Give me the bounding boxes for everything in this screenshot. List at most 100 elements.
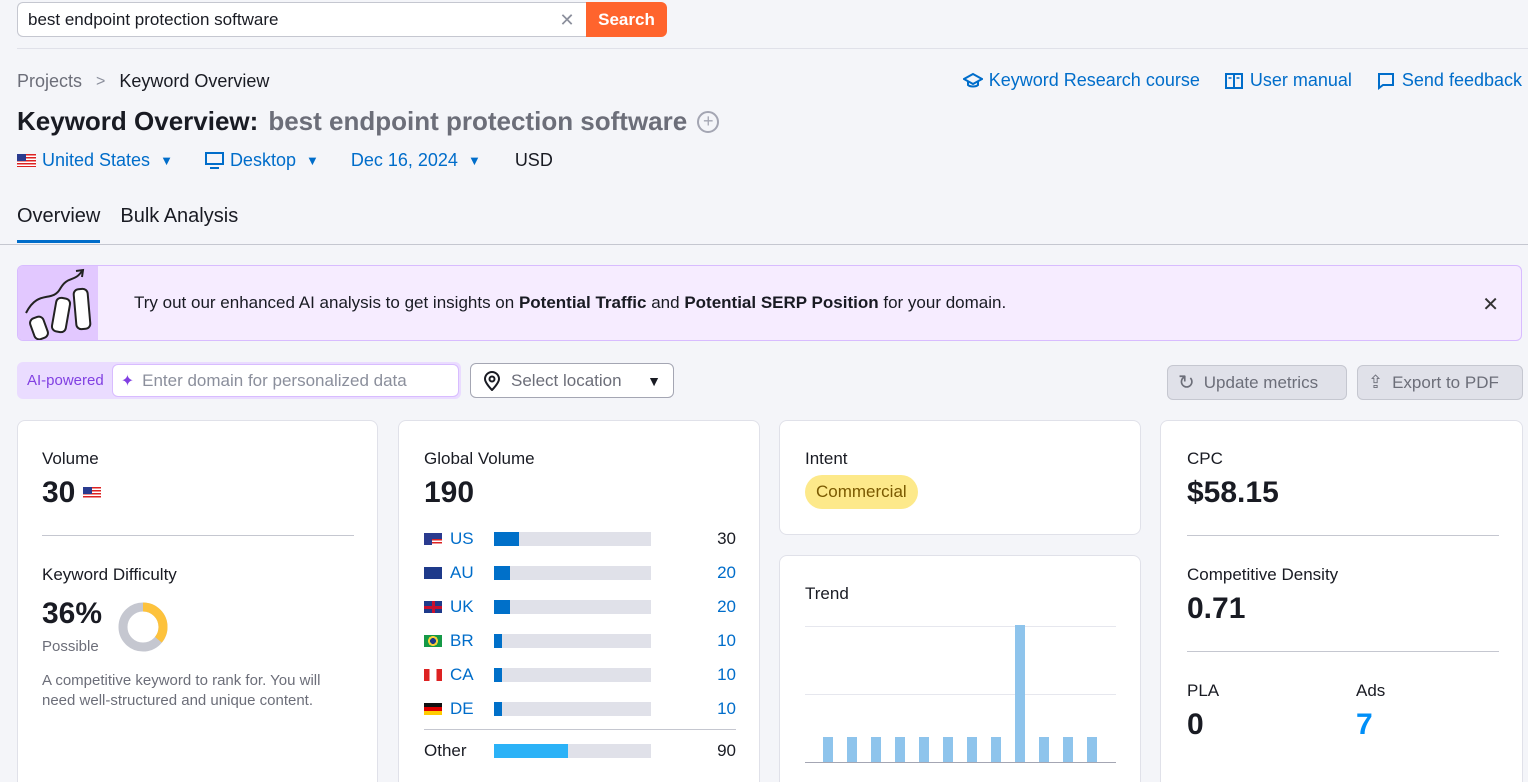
banner-text-part: and <box>651 293 680 312</box>
date-label: Dec 16, 2024 <box>350 150 458 170</box>
add-circle-icon[interactable]: + <box>697 110 720 133</box>
trend-bar[interactable] <box>967 737 977 762</box>
refresh-icon: ↻ <box>1178 372 1195 394</box>
domain-input[interactable] <box>142 370 458 391</box>
ads-value[interactable]: 7 <box>1356 708 1373 741</box>
country-link[interactable]: AU <box>450 563 474 582</box>
keyword-research-course-link[interactable]: Keyword Research course <box>962 70 1200 91</box>
country-bar <box>494 532 651 546</box>
other-label: Other <box>424 741 467 760</box>
other-bar-fill <box>494 744 568 758</box>
banner-bold-traffic: Potential Traffic <box>518 293 647 312</box>
domain-input-wrap: ✦ <box>111 364 459 397</box>
axis-line <box>805 762 1116 763</box>
country-link[interactable]: CA <box>450 665 474 684</box>
breadcrumb-current: Keyword Overview <box>119 71 270 91</box>
global-volume-label: Global Volume <box>424 449 535 468</box>
tab-overview[interactable]: Overview <box>17 205 101 243</box>
volume-value-row: 30 <box>42 476 102 510</box>
flag-icon <box>424 703 442 715</box>
trend-bar[interactable] <box>919 737 929 762</box>
gridline <box>805 694 1116 695</box>
top-links: Keyword Research course User manual Send… <box>962 70 1522 91</box>
course-label: Keyword Research course <box>988 70 1200 90</box>
trend-bar[interactable] <box>991 737 1001 762</box>
trend-card: Trend <box>779 555 1141 782</box>
trend-bar[interactable] <box>1087 737 1097 762</box>
user-manual-link[interactable]: User manual <box>1224 70 1352 91</box>
trend-bar[interactable] <box>1015 625 1025 762</box>
country-value[interactable]: 10 <box>717 699 736 718</box>
kd-value: 36% <box>42 597 103 630</box>
chevron-down-icon: ▼ <box>305 153 319 168</box>
country-row: CA 10 <box>424 665 736 685</box>
device-label: Desktop <box>229 150 296 170</box>
breadcrumb-projects[interactable]: Projects <box>17 71 83 91</box>
trend-bar[interactable] <box>823 737 833 762</box>
clear-icon[interactable]: ✕ <box>559 10 575 30</box>
country-value[interactable]: 20 <box>717 597 736 616</box>
banner-text-part: Try out our enhanced AI analysis to get … <box>134 293 515 312</box>
ads-label: Ads <box>1356 681 1386 700</box>
us-flag-icon <box>17 154 36 167</box>
search-input[interactable] <box>17 2 586 37</box>
country-link[interactable]: UK <box>450 597 474 616</box>
currency-label: USD <box>514 150 553 170</box>
global-volume-value: 190 <box>424 476 475 509</box>
country-bar-fill <box>494 634 503 648</box>
location-select[interactable]: Select location ▼ <box>470 363 674 398</box>
kd-level: Possible <box>42 638 99 655</box>
ai-domain-box: AI-powered ✦ <box>17 362 461 399</box>
search-button[interactable]: Search <box>586 2 667 37</box>
trend-bar[interactable] <box>871 737 881 762</box>
tab-bulk-analysis[interactable]: Bulk Analysis <box>120 205 239 227</box>
trend-bar[interactable] <box>1039 737 1049 762</box>
trend-bar[interactable] <box>847 737 857 762</box>
ai-banner: Try out our enhanced AI analysis to get … <box>17 265 1522 341</box>
desktop-icon <box>204 152 224 169</box>
graduation-cap-icon <box>962 72 983 87</box>
cpc-label: CPC <box>1187 449 1223 468</box>
banner-text: Try out our enhanced AI analysis to get … <box>134 293 1006 313</box>
country-bar <box>494 668 651 682</box>
country-bar-fill <box>494 668 503 682</box>
close-icon[interactable]: ✕ <box>1482 294 1499 316</box>
pla-label: PLA <box>1187 681 1220 700</box>
update-label: Update metrics <box>1203 372 1319 392</box>
country-link[interactable]: US <box>450 529 474 548</box>
intent-badge[interactable]: Commercial <box>805 475 918 509</box>
country-value[interactable]: 20 <box>717 563 736 582</box>
country-value: 30 <box>717 529 736 548</box>
country-bar-fill <box>494 566 511 580</box>
device-dropdown[interactable]: Desktop ▼ <box>204 150 319 171</box>
kd-donut-chart <box>118 602 168 652</box>
tabs: Overview Bulk Analysis <box>17 205 238 243</box>
volume-value: 30 <box>42 476 76 509</box>
trend-bar[interactable] <box>943 737 953 762</box>
country-link[interactable]: DE <box>450 699 474 718</box>
country-value[interactable]: 10 <box>717 631 736 650</box>
trend-bar[interactable] <box>895 737 905 762</box>
search-bar: ✕ Search <box>17 2 667 37</box>
book-icon <box>1224 72 1243 89</box>
chevron-down-icon: ▼ <box>467 153 481 168</box>
country-bar <box>494 634 651 648</box>
density-value: 0.71 <box>1187 592 1246 625</box>
flag-icon <box>424 601 442 613</box>
country-dropdown[interactable]: United States ▼ <box>17 150 173 171</box>
send-feedback-link[interactable]: Send feedback <box>1376 70 1522 91</box>
trend-label: Trend <box>805 584 849 603</box>
country-bar-fill <box>494 702 503 716</box>
export-pdf-button[interactable]: ⇪ Export to PDF <box>1357 365 1523 400</box>
update-metrics-button[interactable]: ↻ Update metrics <box>1167 365 1347 400</box>
flag-icon <box>424 533 442 545</box>
divider <box>17 48 1528 49</box>
kd-donut-fill <box>118 602 168 652</box>
country-link[interactable]: BR <box>450 631 474 650</box>
country-value[interactable]: 10 <box>717 665 736 684</box>
country-row: BR 10 <box>424 631 736 651</box>
intent-label: Intent <box>805 449 848 468</box>
date-dropdown[interactable]: Dec 16, 2024 ▼ <box>351 150 481 171</box>
title-keyword: best endpoint protection software <box>268 106 688 136</box>
trend-bar[interactable] <box>1063 737 1073 762</box>
